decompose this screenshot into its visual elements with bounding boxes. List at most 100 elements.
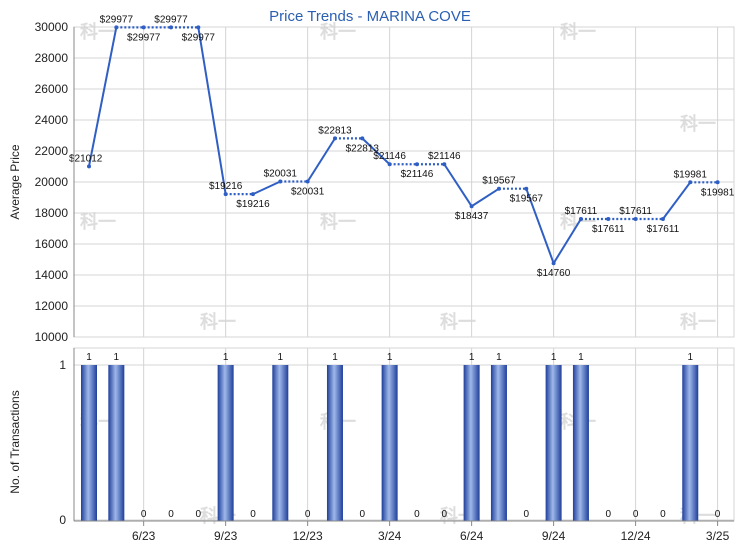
price-data-label: $21146	[401, 169, 434, 180]
price-data-label: $19216	[209, 181, 243, 192]
price-data-label: $21146	[428, 151, 461, 162]
price-point	[305, 179, 310, 184]
price-data-label: $20031	[291, 187, 325, 198]
price-line-segment	[197, 27, 227, 195]
transaction-count-label: 1	[114, 352, 120, 363]
price-point	[469, 204, 474, 209]
price-data-label: $19981	[674, 169, 708, 180]
transaction-count-label: 1	[496, 352, 502, 363]
transactions-y-axis-label: No. of Transactions	[8, 390, 22, 493]
price-line-segment	[471, 187, 500, 208]
price-y-tick-label: 24000	[35, 113, 69, 127]
price-data-label: $18437	[455, 211, 489, 222]
price-data-label: $29977	[127, 32, 161, 43]
price-point	[360, 136, 365, 141]
transactions-plot-frame	[73, 347, 735, 522]
price-point	[442, 162, 447, 167]
transaction-bar	[81, 365, 97, 521]
transaction-bar	[545, 365, 562, 521]
price-data-label: $19567	[510, 194, 544, 205]
price-data-label: $19981	[701, 187, 735, 198]
transaction-count-label: 1	[387, 352, 393, 363]
price-data-label: $21012	[69, 153, 103, 164]
price-point	[168, 25, 173, 30]
price-data-label: $17611	[619, 206, 652, 217]
transaction-bars	[81, 365, 699, 521]
watermark-mark: 科一	[80, 211, 116, 233]
price-data-label: $17611	[647, 224, 680, 235]
price-point	[87, 164, 91, 169]
price-point	[578, 217, 583, 222]
data-labels-layer: 1 1 0 0 0 1 0 1 0 1 0 1 0 0 1 1 0 1 1 0 0 0 1 0 $21012 $29977 $299…	[69, 14, 735, 520]
price-point	[414, 162, 419, 167]
price-data-label: $29977	[154, 14, 188, 25]
transactions-y-tick-label: 1	[59, 358, 66, 372]
transaction-count-label: 1	[278, 352, 284, 363]
price-grid	[73, 26, 735, 338]
transaction-bar	[682, 365, 699, 521]
price-point	[196, 25, 201, 30]
watermark-mark: 科一	[680, 311, 716, 333]
watermark-mark: 科一	[440, 311, 476, 333]
price-data-label: $14760	[537, 268, 571, 279]
transaction-bar	[272, 365, 289, 521]
price-y-tick-label: 26000	[35, 82, 69, 96]
price-data-label: $19216	[236, 199, 270, 210]
transactions-grid	[73, 347, 735, 522]
x-tick-label: 12/23	[293, 529, 323, 543]
transaction-bar	[217, 365, 234, 521]
transaction-count-label: 0	[660, 509, 666, 520]
watermark-mark: 科一	[680, 113, 716, 135]
transaction-count-label: 0	[168, 509, 174, 520]
price-line-segment	[525, 188, 555, 264]
price-line-segment	[443, 163, 473, 207]
price-y-axis-label: Average Price	[8, 144, 22, 219]
price-data-label: $29977	[182, 32, 216, 43]
price-data-label: $17611	[565, 206, 598, 217]
transaction-bar	[381, 365, 398, 521]
axes-layer: 1000012000140001600018000200002200024000…	[35, 20, 734, 543]
price-line-segment	[306, 137, 336, 183]
chart-title: Price Trends - MARINA COVE	[269, 8, 471, 25]
transaction-count-label: 1	[687, 352, 693, 363]
price-data-label: $19567	[482, 176, 516, 187]
price-y-tick-label: 16000	[35, 237, 69, 251]
transaction-bar	[572, 365, 589, 521]
watermark-mark: 科一	[320, 211, 356, 233]
price-line-segment	[662, 181, 692, 220]
watermark-mark: 科一	[200, 311, 236, 333]
price-point	[250, 192, 255, 197]
price-point	[223, 192, 228, 197]
x-tick-label: 12/24	[621, 529, 651, 543]
price-point	[114, 25, 119, 30]
price-y-tick-label: 18000	[35, 206, 69, 220]
transaction-count-label: 0	[715, 509, 721, 520]
transaction-count-label: 0	[633, 509, 639, 520]
transaction-count-label: 0	[605, 509, 611, 520]
transaction-count-label: 1	[578, 352, 584, 363]
price-line-segment	[252, 180, 281, 196]
transaction-count-label: 0	[523, 509, 529, 520]
price-point	[141, 25, 146, 30]
transaction-bar	[108, 365, 125, 521]
price-y-tick-label: 28000	[35, 51, 69, 65]
price-data-label: $21146	[373, 151, 406, 162]
transaction-bar	[463, 365, 480, 521]
price-point	[278, 179, 283, 184]
price-line-segment	[88, 27, 118, 167]
price-point	[715, 180, 720, 185]
transaction-count-label: 1	[86, 352, 92, 363]
x-tick-label: 6/24	[460, 529, 484, 543]
watermark-layer: 科一科一科一科一科一科一科一科一科一科一科一科一科一科一科一科一	[80, 21, 716, 527]
price-data-label: $17611	[592, 224, 625, 235]
transaction-count-label: 1	[223, 352, 229, 363]
x-tick-label: 3/25	[706, 529, 730, 543]
transaction-count-label: 0	[442, 509, 448, 520]
transaction-count-label: 0	[360, 509, 366, 520]
price-point	[524, 186, 529, 191]
price-data-label: $29977	[100, 14, 134, 25]
transaction-bar	[326, 365, 343, 521]
watermark-mark: 科一	[560, 21, 596, 43]
x-tick-label: 3/24	[378, 529, 402, 543]
